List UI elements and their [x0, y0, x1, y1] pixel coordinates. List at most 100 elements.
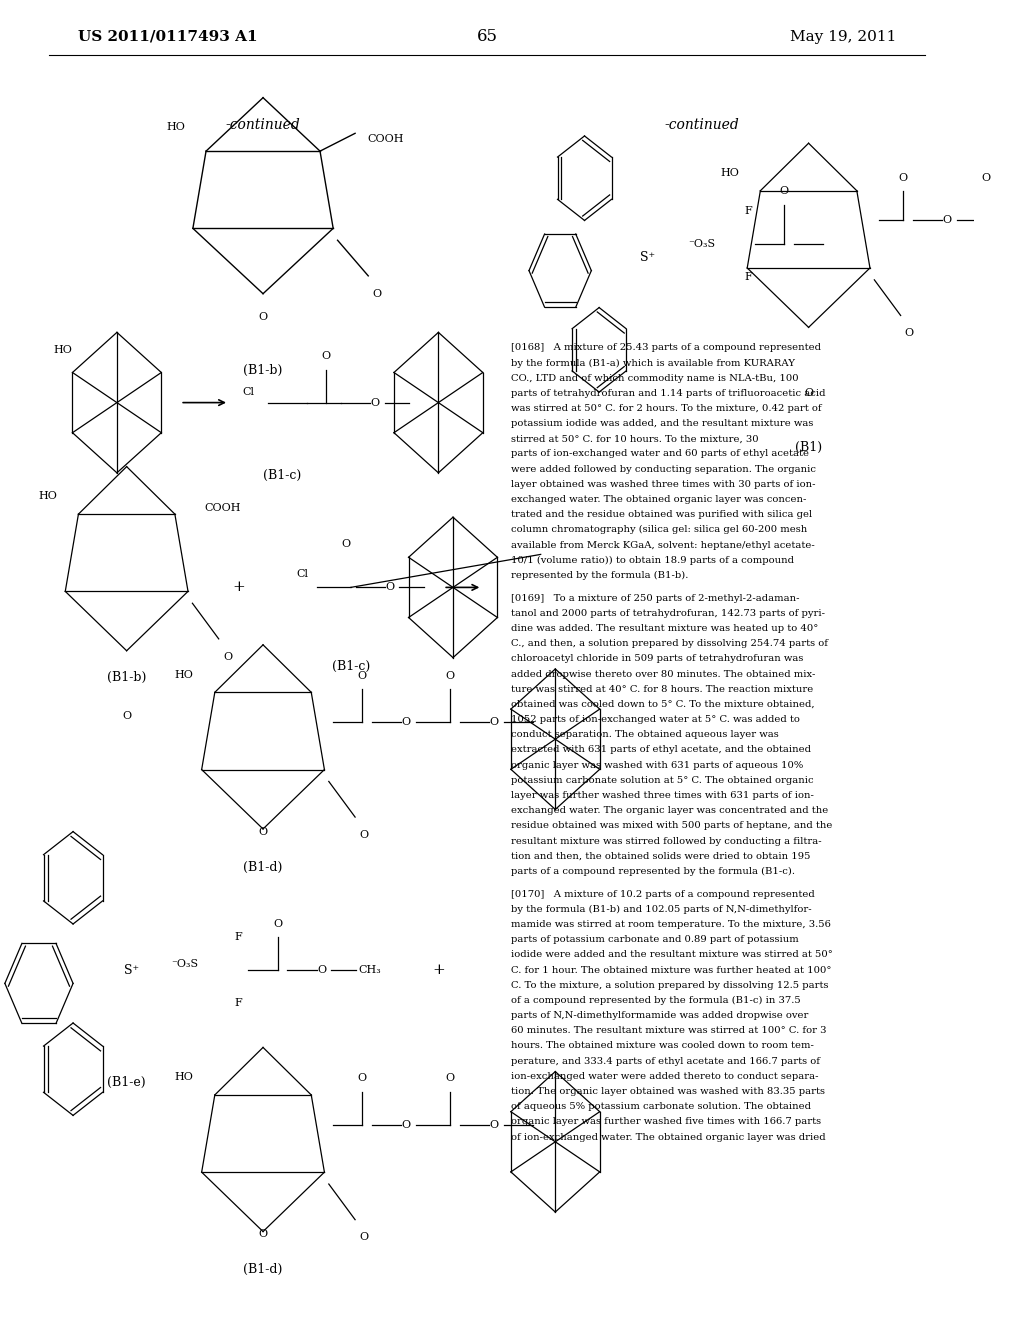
Text: O: O — [122, 711, 131, 721]
Text: O: O — [357, 671, 367, 681]
Text: O: O — [359, 830, 369, 840]
Text: (B1-c): (B1-c) — [263, 469, 302, 482]
Text: extracted with 631 parts of ethyl acetate, and the obtained: extracted with 631 parts of ethyl acetat… — [511, 746, 811, 755]
Text: O: O — [373, 289, 382, 298]
Text: parts of a compound represented by the formula (B1-c).: parts of a compound represented by the f… — [511, 867, 796, 876]
Text: were added followed by conducting separation. The organic: were added followed by conducting separa… — [511, 465, 816, 474]
Text: O: O — [385, 582, 394, 593]
Text: O: O — [223, 652, 232, 661]
Text: O: O — [445, 671, 455, 681]
Text: ⁻O₃S: ⁻O₃S — [688, 239, 715, 249]
Text: by the formula (B1-a) which is available from KURARAY: by the formula (B1-a) which is available… — [511, 358, 796, 367]
Text: S⁺: S⁺ — [640, 251, 655, 264]
Text: available from Merck KGaA, solvent: heptane/ethyl acetate-: available from Merck KGaA, solvent: hept… — [511, 540, 815, 549]
Text: O: O — [401, 717, 411, 727]
Text: tion. The organic layer obtained was washed with 83.35 parts: tion. The organic layer obtained was was… — [511, 1086, 825, 1096]
Text: O: O — [905, 329, 914, 338]
Text: US 2011/0117493 A1: US 2011/0117493 A1 — [78, 30, 258, 44]
Text: trated and the residue obtained was purified with silica gel: trated and the residue obtained was puri… — [511, 510, 813, 519]
Text: HO: HO — [166, 123, 184, 132]
Text: layer obtained was washed three times with 30 parts of ion-: layer obtained was washed three times wi… — [511, 479, 816, 488]
Text: 65: 65 — [476, 29, 498, 45]
Text: F: F — [744, 272, 752, 282]
Text: O: O — [258, 1229, 267, 1239]
Text: parts of N,N-dimethylformamide was added dropwise over: parts of N,N-dimethylformamide was added… — [511, 1011, 809, 1020]
Text: CO., LTD and of which commodity name is NLA-tBu, 100: CO., LTD and of which commodity name is … — [511, 374, 799, 383]
Text: O: O — [401, 1119, 411, 1130]
Text: mamide was stirred at room temperature. To the mixture, 3.56: mamide was stirred at room temperature. … — [511, 920, 831, 929]
Text: O: O — [258, 826, 267, 837]
Text: F: F — [744, 206, 752, 216]
Text: CH₃: CH₃ — [358, 965, 382, 975]
Text: (B1-b): (B1-b) — [244, 364, 283, 378]
Text: exchanged water. The obtained organic layer was concen-: exchanged water. The obtained organic la… — [511, 495, 807, 504]
Text: added dropwise thereto over 80 minutes. The obtained mix-: added dropwise thereto over 80 minutes. … — [511, 669, 816, 678]
Text: (B1-d): (B1-d) — [244, 1263, 283, 1276]
Text: resultant mixture was stirred followed by conducting a filtra-: resultant mixture was stirred followed b… — [511, 837, 822, 846]
Text: chloroacetyl chloride in 509 parts of tetrahydrofuran was: chloroacetyl chloride in 509 parts of te… — [511, 655, 804, 664]
Text: [0170]   A mixture of 10.2 parts of a compound represented: [0170] A mixture of 10.2 parts of a comp… — [511, 890, 815, 899]
Text: (B1-b): (B1-b) — [106, 671, 146, 684]
Text: C. for 1 hour. The obtained mixture was further heated at 100°: C. for 1 hour. The obtained mixture was … — [511, 965, 831, 974]
Text: O: O — [898, 173, 907, 183]
Text: O: O — [779, 186, 788, 197]
Text: COOH: COOH — [368, 135, 404, 144]
Text: was stirred at 50° C. for 2 hours. To the mixture, 0.42 part of: was stirred at 50° C. for 2 hours. To th… — [511, 404, 822, 413]
Text: parts of potassium carbonate and 0.89 part of potassium: parts of potassium carbonate and 0.89 pa… — [511, 935, 799, 944]
Text: tion and then, the obtained solids were dried to obtain 195: tion and then, the obtained solids were … — [511, 851, 811, 861]
Text: hours. The obtained mixture was cooled down to room tem-: hours. The obtained mixture was cooled d… — [511, 1041, 814, 1051]
Text: organic layer was further washed five times with 166.7 parts: organic layer was further washed five ti… — [511, 1117, 821, 1126]
Text: -continued: -continued — [664, 119, 738, 132]
Text: O: O — [357, 1073, 367, 1084]
Text: iodide were added and the resultant mixture was stirred at 50°: iodide were added and the resultant mixt… — [511, 950, 834, 960]
Text: O: O — [341, 539, 350, 549]
Text: (B1-e): (B1-e) — [108, 1076, 146, 1089]
Text: exchanged water. The organic layer was concentrated and the: exchanged water. The organic layer was c… — [511, 807, 828, 816]
Text: ion-exchanged water were added thereto to conduct separa-: ion-exchanged water were added thereto t… — [511, 1072, 819, 1081]
Text: O: O — [371, 397, 380, 408]
Text: [0168]   A mixture of 25.43 parts of a compound represented: [0168] A mixture of 25.43 parts of a com… — [511, 343, 821, 352]
Text: O: O — [981, 173, 990, 183]
Text: HO: HO — [54, 345, 73, 355]
Text: COOH: COOH — [205, 503, 242, 513]
Text: O: O — [316, 965, 326, 975]
Text: (B1-d): (B1-d) — [244, 861, 283, 874]
Text: HO: HO — [720, 168, 739, 178]
Text: [0169]   To a mixture of 250 parts of 2-methyl-2-adaman-: [0169] To a mixture of 250 parts of 2-me… — [511, 594, 800, 603]
Text: 60 minutes. The resultant mixture was stirred at 100° C. for 3: 60 minutes. The resultant mixture was st… — [511, 1026, 827, 1035]
Text: ture was stirred at 40° C. for 8 hours. The reaction mixture: ture was stirred at 40° C. for 8 hours. … — [511, 685, 814, 694]
Text: O: O — [489, 717, 499, 727]
Text: column chromatography (silica gel: silica gel 60-200 mesh: column chromatography (silica gel: silic… — [511, 525, 808, 535]
Text: O: O — [804, 388, 813, 397]
Text: HO: HO — [175, 669, 194, 680]
Text: +: + — [232, 581, 245, 594]
Text: (B1): (B1) — [795, 441, 822, 454]
Text: F: F — [234, 998, 243, 1008]
Text: ⁻O₃S: ⁻O₃S — [172, 958, 199, 969]
Text: F: F — [234, 932, 243, 942]
Text: organic layer was washed with 631 parts of aqueous 10%: organic layer was washed with 631 parts … — [511, 760, 804, 770]
Text: O: O — [445, 1073, 455, 1084]
Text: residue obtained was mixed with 500 parts of heptane, and the: residue obtained was mixed with 500 part… — [511, 821, 833, 830]
Text: obtained was cooled down to 5° C. To the mixture obtained,: obtained was cooled down to 5° C. To the… — [511, 700, 815, 709]
Text: of aqueous 5% potassium carbonate solution. The obtained: of aqueous 5% potassium carbonate soluti… — [511, 1102, 811, 1111]
Text: conduct separation. The obtained aqueous layer was: conduct separation. The obtained aqueous… — [511, 730, 779, 739]
Text: 10/1 (volume ratio)) to obtain 18.9 parts of a compound: 10/1 (volume ratio)) to obtain 18.9 part… — [511, 556, 795, 565]
Text: O: O — [942, 215, 951, 226]
Text: of ion-exchanged water. The obtained organic layer was dried: of ion-exchanged water. The obtained org… — [511, 1133, 826, 1142]
Text: of a compound represented by the formula (B1-c) in 37.5: of a compound represented by the formula… — [511, 995, 801, 1005]
Text: O: O — [489, 1119, 499, 1130]
Text: -continued: -continued — [225, 119, 300, 132]
Text: 1052 parts of ion-exchanged water at 5° C. was added to: 1052 parts of ion-exchanged water at 5° … — [511, 715, 801, 725]
Text: parts of ion-exchanged water and 60 parts of ethyl acetate: parts of ion-exchanged water and 60 part… — [511, 449, 809, 458]
Text: O: O — [258, 313, 267, 322]
Text: O: O — [359, 1233, 369, 1242]
Text: HO: HO — [38, 491, 57, 502]
Text: potassium carbonate solution at 5° C. The obtained organic: potassium carbonate solution at 5° C. Th… — [511, 776, 814, 785]
Text: perature, and 333.4 parts of ethyl acetate and 166.7 parts of: perature, and 333.4 parts of ethyl aceta… — [511, 1056, 820, 1065]
Text: C. To the mixture, a solution prepared by dissolving 12.5 parts: C. To the mixture, a solution prepared b… — [511, 981, 829, 990]
Text: O: O — [273, 919, 283, 929]
Text: tanol and 2000 parts of tetrahydrofuran, 142.73 parts of pyri-: tanol and 2000 parts of tetrahydrofuran,… — [511, 609, 825, 618]
Text: HO: HO — [175, 1072, 194, 1082]
Text: May 19, 2011: May 19, 2011 — [790, 30, 896, 44]
